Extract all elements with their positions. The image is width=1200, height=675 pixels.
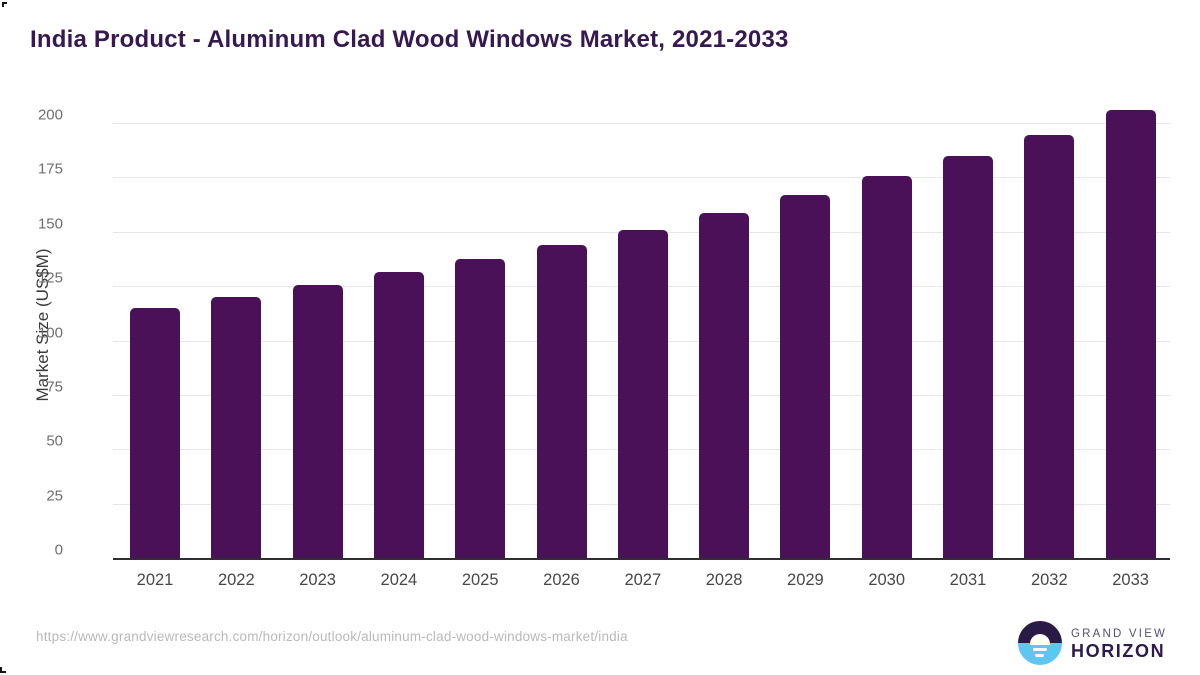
y-tick-label-150: 150 bbox=[37, 215, 63, 233]
y-tick-label-50: 50 bbox=[46, 432, 63, 450]
crop-corner-mark-bottom-left bbox=[0, 667, 6, 673]
logo-brand-line2: HORIZON bbox=[1071, 641, 1166, 661]
bar-2027 bbox=[617, 229, 668, 558]
x-tick-label-2026: 2026 bbox=[543, 571, 580, 589]
gridline-175 bbox=[113, 177, 1170, 179]
bar-2024 bbox=[373, 272, 424, 558]
x-tick-label-2032: 2032 bbox=[1030, 571, 1068, 589]
x-tick-label-2021: 2021 bbox=[136, 571, 174, 589]
sunrise-dome bbox=[1030, 634, 1050, 645]
x-tick-label-2031: 2031 bbox=[949, 571, 987, 589]
x-tick-label-2030: 2030 bbox=[868, 571, 906, 589]
bar-2023 bbox=[292, 285, 343, 558]
bar-2033 bbox=[1105, 109, 1156, 558]
sunrise-reflection-line-2 bbox=[1035, 654, 1044, 657]
x-tick-label-2022: 2022 bbox=[217, 571, 255, 589]
x-tick-label-2023: 2023 bbox=[299, 571, 336, 589]
x-tick-label-2027: 2027 bbox=[624, 571, 662, 589]
bar-2030 bbox=[861, 176, 912, 558]
bar-2026 bbox=[536, 244, 587, 558]
bar-2032 bbox=[1024, 134, 1075, 558]
bar-2029 bbox=[780, 194, 831, 558]
bar-2031 bbox=[943, 155, 993, 558]
x-tick-label-2025: 2025 bbox=[461, 571, 499, 589]
x-tick-label-2024: 2024 bbox=[380, 571, 418, 589]
y-tick-label-125: 125 bbox=[37, 269, 63, 287]
grand-view-horizon-logo: GRAND VIEW HORIZON bbox=[1018, 621, 1178, 667]
y-tick-label-0: 0 bbox=[54, 541, 63, 559]
x-tick-label-2033: 2033 bbox=[1112, 571, 1149, 589]
y-tick-label-100: 100 bbox=[37, 324, 63, 341]
bar-2022 bbox=[211, 297, 262, 558]
bar-2021 bbox=[130, 307, 180, 558]
plot-area: 0 25 50 75 100 125 150 175 200 2021 2022 2023 2024 20… bbox=[38, 107, 1170, 589]
gridline-200 bbox=[113, 123, 1170, 124]
crop-corner-mark-top-left bbox=[2, 2, 7, 7]
horizon-sunrise-icon bbox=[1018, 621, 1062, 665]
bar-2028 bbox=[699, 213, 750, 558]
chart-title: India Product - Aluminum Clad Wood Windo… bbox=[30, 26, 789, 53]
y-tick-label-175: 175 bbox=[37, 160, 63, 178]
bar-2025 bbox=[455, 258, 506, 558]
x-tick-label-2029: 2029 bbox=[787, 571, 824, 589]
y-tick-label-25: 25 bbox=[46, 487, 63, 505]
logo-brand-line1: GRAND VIEW bbox=[1071, 628, 1168, 640]
y-tick-label-200: 200 bbox=[37, 106, 63, 124]
y-tick-label-75: 75 bbox=[46, 378, 63, 396]
x-axis-line bbox=[113, 558, 1170, 560]
sunrise-reflection-line-1 bbox=[1033, 648, 1047, 651]
source-url: https://www.grandviewresearch.com/horizo… bbox=[36, 629, 628, 644]
x-tick-label-2028: 2028 bbox=[705, 571, 743, 589]
